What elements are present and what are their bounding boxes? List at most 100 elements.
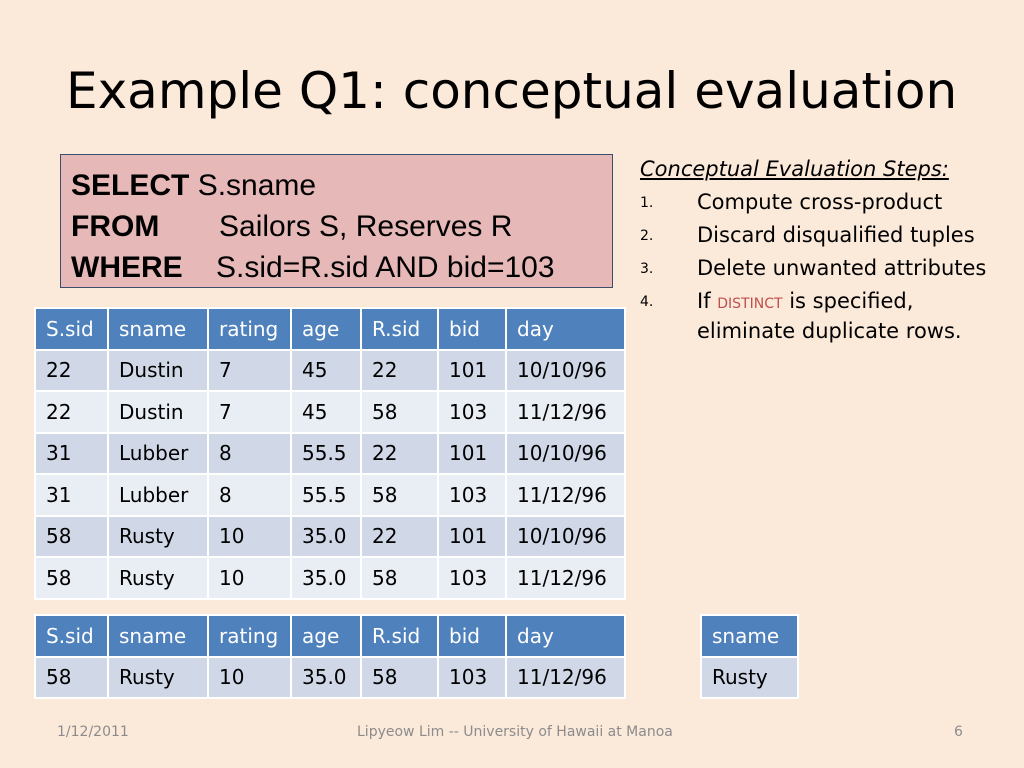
steps-list: 1. Compute cross-product 2. Discard disq… — [640, 189, 1010, 345]
table-cell: 58 — [34, 514, 109, 558]
table-cell: 22 — [34, 348, 109, 392]
table-row: 58 Rusty 10 35.0 58 103 11/12/96 — [34, 655, 626, 699]
table-cell: 31 — [34, 473, 109, 517]
table-cell: 58 — [34, 655, 109, 699]
column-header: R.sid — [360, 307, 439, 351]
table-cell: 10/10/96 — [505, 348, 626, 392]
evaluation-steps: Conceptual Evaluation Steps: 1. Compute … — [640, 156, 1010, 351]
table-cell: 103 — [437, 655, 507, 699]
column-header: day — [505, 307, 626, 351]
table-cell: 10/10/96 — [505, 431, 626, 475]
table-cell: 11/12/96 — [505, 390, 626, 434]
distinct-keyword: DISTINCT — [717, 296, 783, 312]
sql-select-line: SELECT S.sname — [71, 165, 612, 206]
step-number: 4. — [640, 294, 654, 310]
table-cell: 35.0 — [290, 556, 362, 600]
table-row: Rusty — [700, 655, 799, 699]
step-item: 4. If DISTINCT is specified, eliminate d… — [640, 288, 1010, 345]
table-cell: 35.0 — [290, 514, 362, 558]
table-cell: 101 — [437, 514, 507, 558]
table-cell: 22 — [360, 348, 439, 392]
table-cell: Dustin — [107, 390, 209, 434]
table-cell: Rusty — [107, 514, 209, 558]
column-header: age — [290, 307, 362, 351]
table-cell: 58 — [360, 390, 439, 434]
table-cell: 11/12/96 — [505, 655, 626, 699]
table-cell: 10/10/96 — [505, 514, 626, 558]
steps-heading: Conceptual Evaluation Steps: — [640, 157, 949, 181]
table-cell: 103 — [437, 556, 507, 600]
table-cell: 58 — [360, 655, 439, 699]
table-cell: 45 — [290, 348, 362, 392]
column-header: S.sid — [34, 614, 109, 658]
table-cell: 22 — [360, 514, 439, 558]
column-header: S.sid — [34, 307, 109, 351]
step-number: 1. — [640, 195, 654, 211]
table-cell: 10 — [207, 655, 292, 699]
table-cell: 10 — [207, 556, 292, 600]
step-item: 2. Discard disqualified tuples — [640, 222, 1010, 249]
sql-where-keyword: WHERE — [71, 251, 183, 284]
cross-product-table: S.sid sname rating age R.sid bid day 22 … — [34, 307, 626, 600]
table-cell: 7 — [207, 348, 292, 392]
table-header-row: S.sid sname rating age R.sid bid day — [34, 614, 626, 658]
sql-where-value: S.sid=R.sid AND bid=103 — [216, 251, 555, 284]
table-row: 31 Lubber 8 55.5 22 101 10/10/96 — [34, 431, 626, 475]
sql-select-keyword: SELECT — [71, 169, 190, 202]
table-cell: 35.0 — [290, 655, 362, 699]
sql-from-value: Sailors S, Reserves R — [219, 210, 513, 243]
column-header: age — [290, 614, 362, 658]
table-cell: 8 — [207, 431, 292, 475]
slide-number: 6 — [954, 724, 963, 740]
table-cell: 58 — [34, 556, 109, 600]
table-cell: 101 — [437, 431, 507, 475]
step-text: Compute cross-product — [697, 190, 943, 214]
column-header: sname — [107, 307, 209, 351]
sql-where-line: WHERE S.sid=R.sid AND bid=103 — [71, 247, 612, 288]
table-cell: Rusty — [107, 556, 209, 600]
table-header-row: sname — [700, 614, 799, 658]
table-cell: 45 — [290, 390, 362, 434]
table-cell: 11/12/96 — [505, 556, 626, 600]
table-cell: 11/12/96 — [505, 473, 626, 517]
projected-result-table: sname Rusty — [700, 614, 799, 699]
step-number: 2. — [640, 228, 654, 244]
step-item: 3. Delete unwanted attributes — [640, 255, 1010, 282]
step-text-pre: If — [697, 289, 718, 313]
table-cell: 58 — [360, 473, 439, 517]
column-header: sname — [700, 614, 799, 658]
table-row: 22 Dustin 7 45 22 101 10/10/96 — [34, 348, 626, 392]
table-cell: Rusty — [107, 655, 209, 699]
footer-date: 1/12/2011 — [57, 724, 129, 740]
table-cell: 103 — [437, 390, 507, 434]
step-text-post: is specified, eliminate duplicate rows. — [697, 289, 962, 343]
table-header-row: S.sid sname rating age R.sid bid day — [34, 307, 626, 351]
slide-title: Example Q1: conceptual evaluation — [66, 62, 958, 120]
table-row: 31 Lubber 8 55.5 58 103 11/12/96 — [34, 473, 626, 517]
column-header: bid — [437, 614, 507, 658]
step-text: Discard disqualified tuples — [697, 223, 975, 247]
column-header: bid — [437, 307, 507, 351]
table-cell: 101 — [437, 348, 507, 392]
table-cell: Dustin — [107, 348, 209, 392]
column-header: sname — [107, 614, 209, 658]
step-item: 1. Compute cross-product — [640, 189, 1010, 216]
table-cell: Lubber — [107, 431, 209, 475]
table-cell: 10 — [207, 514, 292, 558]
table-cell: 22 — [34, 390, 109, 434]
table-row: 58 Rusty 10 35.0 22 101 10/10/96 — [34, 514, 626, 558]
column-header: rating — [207, 307, 292, 351]
sql-query-box: SELECT S.sname FROM Sailors S, Reserves R… — [60, 154, 613, 288]
table-cell: Rusty — [700, 655, 799, 699]
table-cell: 103 — [437, 473, 507, 517]
footer-author: Lipyeow Lim -- University of Hawaii at M… — [357, 724, 673, 740]
table-cell: 55.5 — [290, 473, 362, 517]
table-cell: 31 — [34, 431, 109, 475]
table-cell: 55.5 — [290, 431, 362, 475]
table-cell: 8 — [207, 473, 292, 517]
column-header: R.sid — [360, 614, 439, 658]
column-header: day — [505, 614, 626, 658]
table-row: 22 Dustin 7 45 58 103 11/12/96 — [34, 390, 626, 434]
sql-select-value: S.sname — [197, 169, 317, 202]
table-cell: 7 — [207, 390, 292, 434]
